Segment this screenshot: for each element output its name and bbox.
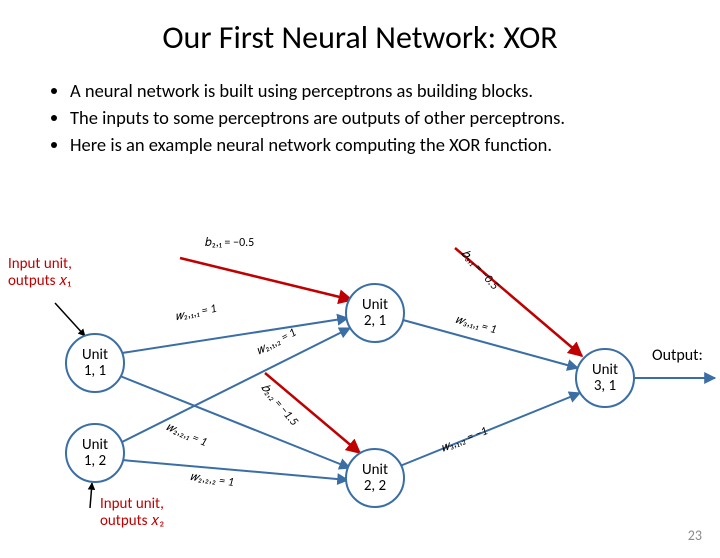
bullet-item: The inputs to some perceptrons are outpu…: [70, 106, 690, 131]
edge-u11-u22: [120, 376, 350, 468]
node-u22: Unit2, 2: [345, 448, 405, 508]
input1-label: Input unit,outputs 𝑥₁: [8, 256, 72, 289]
node-label: Unit3, 1: [592, 362, 618, 395]
node-u12: Unit1, 2: [65, 423, 125, 483]
edge-u22-u31: [400, 393, 580, 466]
output-label: Output:: [652, 346, 703, 365]
edge-u12-u22: [122, 460, 348, 480]
node-label: Unit1, 2: [82, 437, 108, 470]
page-number: 23: [688, 527, 702, 544]
bullet-item: A neural network is built using perceptr…: [70, 79, 690, 104]
network-diagram: Unit1, 1 Unit1, 2 Unit2, 1 Unit2, 2 Unit…: [0, 228, 720, 538]
node-u21: Unit2, 1: [345, 283, 405, 343]
node-label: Unit1, 1: [82, 347, 108, 380]
bullet-item: Here is an example neural network comput…: [70, 133, 690, 158]
node-label: Unit2, 2: [362, 462, 388, 495]
input1-pointer: [55, 303, 85, 336]
edge-u11-u21: [122, 318, 348, 353]
edge-u12-u21: [120, 328, 350, 443]
node-u31: Unit3, 1: [575, 348, 635, 408]
bullet-list: A neural network is built using perceptr…: [30, 79, 690, 158]
bias-u21: [180, 258, 352, 300]
input2-label: Input unit,outputs 𝑥₂: [100, 496, 164, 529]
label-b21: 𝑏₂,₁ = −0.5: [205, 236, 254, 250]
node-label: Unit2, 1: [362, 297, 388, 330]
input2-pointer: [90, 483, 92, 508]
page-title: Our First Neural Network: XOR: [0, 18, 720, 57]
node-u11: Unit1, 1: [65, 333, 125, 393]
